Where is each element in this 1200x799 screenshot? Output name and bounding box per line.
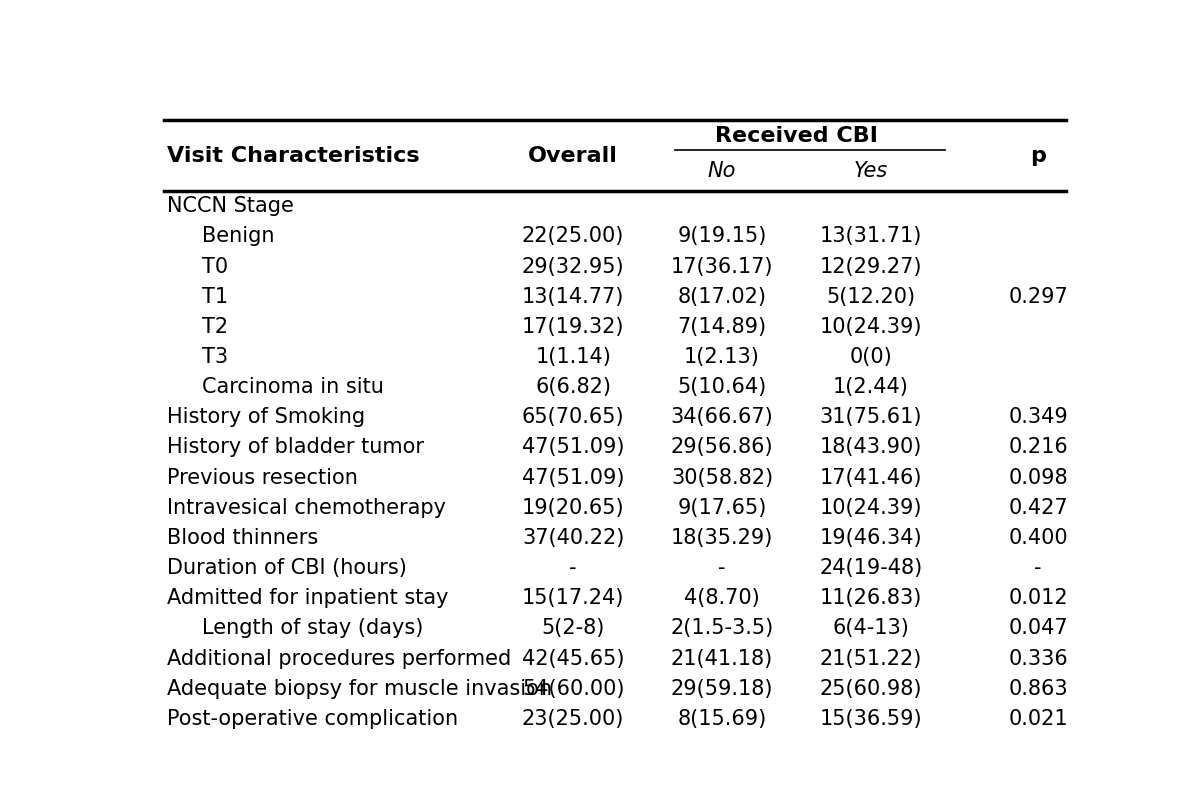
Text: Received CBI: Received CBI <box>715 126 877 146</box>
Text: 24(19-48): 24(19-48) <box>820 558 923 578</box>
Text: Post-operative complication: Post-operative complication <box>167 709 458 729</box>
Text: 0.400: 0.400 <box>1008 528 1068 548</box>
Text: T3: T3 <box>202 347 228 367</box>
Text: Duration of CBI (hours): Duration of CBI (hours) <box>167 558 407 578</box>
Text: 47(51.09): 47(51.09) <box>522 467 624 487</box>
Text: 23(25.00): 23(25.00) <box>522 709 624 729</box>
Text: 12(29.27): 12(29.27) <box>820 256 922 276</box>
Text: 30(58.82): 30(58.82) <box>671 467 773 487</box>
Text: 15(17.24): 15(17.24) <box>522 588 624 608</box>
Text: Blood thinners: Blood thinners <box>167 528 318 548</box>
Text: T2: T2 <box>202 317 228 337</box>
Text: Overall: Overall <box>528 146 618 166</box>
Text: Previous resection: Previous resection <box>167 467 358 487</box>
Text: 0.216: 0.216 <box>1008 438 1068 458</box>
Text: T0: T0 <box>202 256 228 276</box>
Text: Length of stay (days): Length of stay (days) <box>202 618 424 638</box>
Text: 11(26.83): 11(26.83) <box>820 588 922 608</box>
Text: -: - <box>718 558 726 578</box>
Text: 15(36.59): 15(36.59) <box>820 709 922 729</box>
Text: -: - <box>1034 558 1042 578</box>
Text: 10(24.39): 10(24.39) <box>820 317 922 337</box>
Text: 5(12.20): 5(12.20) <box>826 287 916 307</box>
Text: NCCN Stage: NCCN Stage <box>167 197 294 217</box>
Text: Visit Characteristics: Visit Characteristics <box>167 146 419 166</box>
Text: 6(4-13): 6(4-13) <box>833 618 910 638</box>
Text: 1(1.14): 1(1.14) <box>535 347 611 367</box>
Text: 22(25.00): 22(25.00) <box>522 226 624 246</box>
Text: 8(17.02): 8(17.02) <box>678 287 767 307</box>
Text: p: p <box>1031 146 1046 166</box>
Text: No: No <box>708 161 736 181</box>
Text: 37(40.22): 37(40.22) <box>522 528 624 548</box>
Text: History of Smoking: History of Smoking <box>167 407 365 427</box>
Text: 5(10.64): 5(10.64) <box>677 377 767 397</box>
Text: Yes: Yes <box>853 161 888 181</box>
Text: 2(1.5-3.5): 2(1.5-3.5) <box>671 618 774 638</box>
Text: 6(6.82): 6(6.82) <box>535 377 611 397</box>
Text: 42(45.65): 42(45.65) <box>522 649 624 669</box>
Text: 0.349: 0.349 <box>1008 407 1068 427</box>
Text: 0.336: 0.336 <box>1008 649 1068 669</box>
Text: 0.047: 0.047 <box>1008 618 1068 638</box>
Text: 17(41.46): 17(41.46) <box>820 467 922 487</box>
Text: 0.021: 0.021 <box>1008 709 1068 729</box>
Text: 29(56.86): 29(56.86) <box>671 438 773 458</box>
Text: 65(70.65): 65(70.65) <box>522 407 624 427</box>
Text: 19(46.34): 19(46.34) <box>820 528 922 548</box>
Text: 19(20.65): 19(20.65) <box>522 498 624 518</box>
Text: 29(32.95): 29(32.95) <box>522 256 624 276</box>
Text: 21(51.22): 21(51.22) <box>820 649 922 669</box>
Text: Additional procedures performed: Additional procedures performed <box>167 649 511 669</box>
Text: 17(36.17): 17(36.17) <box>671 256 773 276</box>
Text: 0.863: 0.863 <box>1008 678 1068 698</box>
Text: 1(2.13): 1(2.13) <box>684 347 760 367</box>
Text: -: - <box>570 558 577 578</box>
Text: 4(8.70): 4(8.70) <box>684 588 760 608</box>
Text: 18(43.90): 18(43.90) <box>820 438 922 458</box>
Text: 1(2.44): 1(2.44) <box>833 377 908 397</box>
Text: Benign: Benign <box>202 226 275 246</box>
Text: Carcinoma in situ: Carcinoma in situ <box>202 377 384 397</box>
Text: 10(24.39): 10(24.39) <box>820 498 922 518</box>
Text: 54(60.00): 54(60.00) <box>522 678 624 698</box>
Text: 0.098: 0.098 <box>1008 467 1068 487</box>
Text: 5(2-8): 5(2-8) <box>541 618 605 638</box>
Text: T1: T1 <box>202 287 228 307</box>
Text: 31(75.61): 31(75.61) <box>820 407 922 427</box>
Text: 0.012: 0.012 <box>1008 588 1068 608</box>
Text: Intravesical chemotherapy: Intravesical chemotherapy <box>167 498 445 518</box>
Text: 17(19.32): 17(19.32) <box>522 317 624 337</box>
Text: 8(15.69): 8(15.69) <box>677 709 767 729</box>
Text: 47(51.09): 47(51.09) <box>522 438 624 458</box>
Text: 29(59.18): 29(59.18) <box>671 678 773 698</box>
Text: Adequate biopsy for muscle invasion: Adequate biopsy for muscle invasion <box>167 678 552 698</box>
Text: 18(35.29): 18(35.29) <box>671 528 773 548</box>
Text: 9(17.65): 9(17.65) <box>677 498 767 518</box>
Text: 0.297: 0.297 <box>1008 287 1068 307</box>
Text: 25(60.98): 25(60.98) <box>820 678 922 698</box>
Text: 7(14.89): 7(14.89) <box>677 317 767 337</box>
Text: 34(66.67): 34(66.67) <box>671 407 773 427</box>
Text: 21(41.18): 21(41.18) <box>671 649 773 669</box>
Text: 9(19.15): 9(19.15) <box>677 226 767 246</box>
Text: History of bladder tumor: History of bladder tumor <box>167 438 424 458</box>
Text: Admitted for inpatient stay: Admitted for inpatient stay <box>167 588 449 608</box>
Text: 13(31.71): 13(31.71) <box>820 226 922 246</box>
Text: 13(14.77): 13(14.77) <box>522 287 624 307</box>
Text: 0.427: 0.427 <box>1008 498 1068 518</box>
Text: 0(0): 0(0) <box>850 347 892 367</box>
